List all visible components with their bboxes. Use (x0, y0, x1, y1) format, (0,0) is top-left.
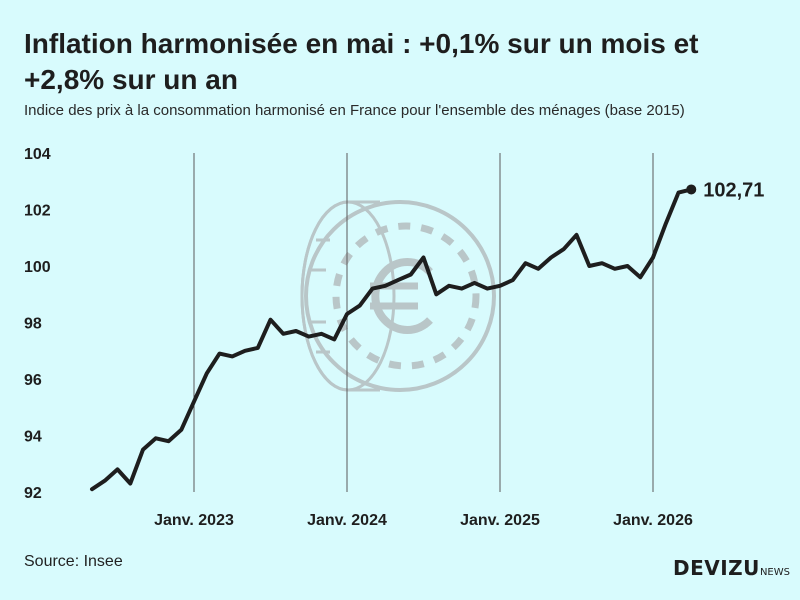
y-tick-label: 104 (24, 146, 51, 163)
y-tick-label: 96 (24, 372, 42, 389)
euro-coin-icon (300, 200, 496, 392)
y-tick-label: 92 (24, 485, 42, 502)
x-tick-label: Janv. 2025 (460, 512, 540, 529)
brand-suffix: NEWS (759, 567, 790, 578)
x-tick-label: Janv. 2026 (613, 512, 693, 529)
series-line (90, 187, 694, 492)
x-tick-label: Janv. 2024 (307, 512, 387, 529)
brand-logo: DEVIZUNEWS (673, 556, 790, 580)
source-note: Source: Insee (24, 553, 123, 570)
x-tick-label: Janv. 2023 (154, 512, 234, 529)
page-title: Inflation harmonisée en mai : +0,1% sur … (24, 28, 699, 95)
y-tick-label: 102 (24, 203, 51, 220)
y-tick-label: 98 (24, 316, 42, 333)
y-axis-ticks: 92 94 96 98 100 102 104 (24, 146, 51, 502)
last-data-point (686, 184, 697, 195)
y-tick-label: 94 (24, 429, 42, 446)
brand-name: DEVIZU (673, 556, 760, 580)
page-subtitle: Indice des prix à la consommation harmon… (24, 102, 685, 119)
last-value-label: 102,71 (703, 179, 764, 201)
y-tick-label: 100 (24, 259, 51, 276)
x-axis-ticks: Janv. 2023 Janv. 2024 Janv. 2025 Janv. 2026 (154, 512, 693, 529)
vertical-grid (193, 153, 654, 492)
